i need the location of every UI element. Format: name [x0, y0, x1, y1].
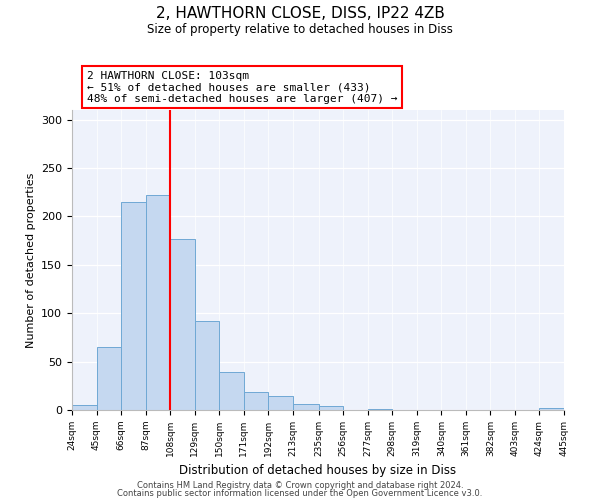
Bar — [244, 392, 268, 410]
Bar — [368, 409, 392, 410]
Text: Size of property relative to detached houses in Diss: Size of property relative to detached ho… — [147, 22, 453, 36]
X-axis label: Distribution of detached houses by size in Diss: Distribution of detached houses by size … — [179, 464, 457, 477]
Y-axis label: Number of detached properties: Number of detached properties — [26, 172, 35, 348]
Bar — [121, 202, 146, 410]
Text: 2 HAWTHORN CLOSE: 103sqm
← 51% of detached houses are smaller (433)
48% of semi-: 2 HAWTHORN CLOSE: 103sqm ← 51% of detach… — [87, 71, 397, 104]
Bar — [268, 396, 293, 410]
Bar — [539, 408, 564, 410]
Bar — [219, 372, 244, 410]
Text: 2, HAWTHORN CLOSE, DISS, IP22 4ZB: 2, HAWTHORN CLOSE, DISS, IP22 4ZB — [155, 6, 445, 20]
Bar — [72, 405, 97, 410]
Text: Contains HM Land Registry data © Crown copyright and database right 2024.: Contains HM Land Registry data © Crown c… — [137, 480, 463, 490]
Bar — [146, 195, 170, 410]
Bar — [170, 238, 195, 410]
Bar — [319, 406, 343, 410]
Bar — [195, 321, 219, 410]
Text: Contains public sector information licensed under the Open Government Licence v3: Contains public sector information licen… — [118, 489, 482, 498]
Bar — [293, 404, 319, 410]
Bar — [97, 347, 121, 410]
